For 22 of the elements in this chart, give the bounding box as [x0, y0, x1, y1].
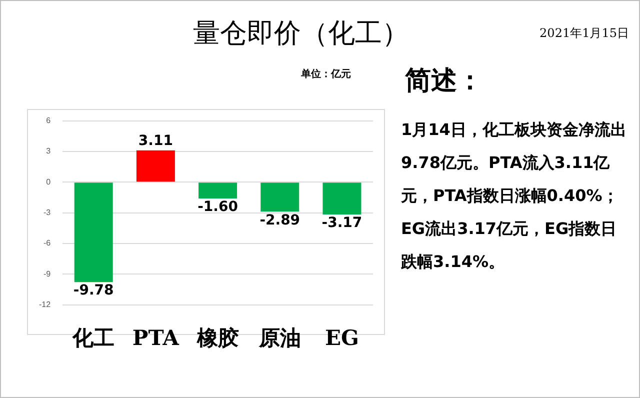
data-label: 3.11 [138, 132, 173, 149]
data-label: -1.60 [198, 199, 238, 216]
text: 1月14日，化工板块资金净流出9.78亿元。PTA流入3.11亿元，PTA指数日涨幅0.40%；EG流出3.17亿元，EG指数日跌幅3.14%。 [401, 119, 628, 273]
x-tick-label: EG [324, 324, 359, 350]
y-tick-label: 6 [46, 116, 52, 126]
y-tick-label: -6 [43, 238, 52, 248]
data-label: -2.89 [260, 212, 300, 228]
x-tick-label: 原油 [258, 324, 301, 350]
y-tick-label: -9 [43, 269, 52, 278]
y-tick-label: 0 [46, 177, 52, 186]
x-tick-label: 橡胶 [196, 324, 239, 350]
text: 简述： [405, 65, 483, 98]
data-label: -3.17 [322, 215, 362, 232]
text: 2021年1月15日 [540, 25, 629, 42]
y-tick-label: -12 [39, 300, 52, 310]
chart-subtitle: 单位：亿元 [301, 68, 351, 81]
x-tick-label: 化工 [72, 324, 115, 350]
chart-title: 量仓即价（化工） [192, 17, 410, 51]
x-tick-label: PTA [132, 324, 180, 350]
data-label: -9.78 [73, 282, 114, 299]
y-tick-label: 3 [46, 146, 52, 156]
y-tick-label: -3 [43, 208, 52, 218]
